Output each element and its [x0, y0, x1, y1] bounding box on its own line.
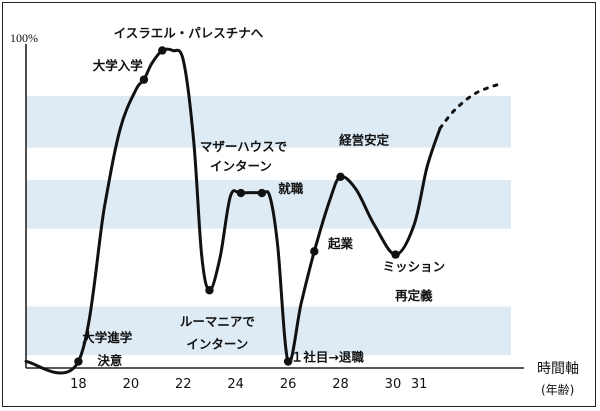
x-tick-label: 28	[332, 377, 349, 392]
x-tick-label: 30	[385, 377, 402, 392]
annotation-label: 大学入学	[93, 58, 144, 73]
annotation-label: 決意	[97, 353, 122, 368]
series-marker	[336, 172, 345, 182]
x-axis-unit: (年齢)	[541, 382, 574, 397]
y-axis-label: 100%	[10, 31, 38, 45]
annotation-label: 再定義	[395, 288, 433, 303]
annotation-label: 起業	[327, 236, 354, 251]
x-tick-label: 18	[70, 377, 87, 392]
series-marker	[139, 75, 149, 84]
annotation-label: 就職	[278, 181, 304, 196]
series-marker	[236, 188, 246, 198]
series-marker	[74, 357, 83, 366]
series-marker	[205, 286, 214, 295]
x-tick-label: 20	[123, 377, 140, 392]
series-marker	[391, 250, 400, 259]
x-tick-label: 26	[280, 377, 297, 392]
background-band	[27, 180, 511, 229]
series-line	[24, 47, 442, 375]
series-markers	[74, 46, 400, 366]
background-band	[27, 306, 511, 356]
annotation-label: インターン	[210, 158, 272, 173]
annotation-label: 大学進学	[82, 330, 133, 345]
x-tick-labels: 18 20 22 24 26 28 30 31	[70, 377, 427, 392]
background-band	[27, 95, 511, 148]
annotation-label: ルーマニアで	[180, 314, 255, 329]
series-marker	[310, 247, 319, 256]
annotation-label: 経営安定	[339, 132, 390, 147]
annotation-label: マザーハウスで	[200, 139, 287, 154]
projection-line	[438, 81, 505, 130]
series-marker	[283, 357, 293, 366]
series-marker	[257, 188, 267, 198]
x-tick-label: 24	[227, 377, 244, 392]
x-axis-label: 時間軸	[537, 361, 579, 377]
annotation-label: １社目→退職	[291, 350, 364, 365]
annotations: イスラエル・パレスチナへ大学入学マザーハウスでインターン就職経営安定起業ミッショ…	[82, 26, 445, 368]
x-tick-label: 31	[411, 377, 428, 392]
series-marker	[158, 46, 167, 55]
background-bands	[27, 95, 511, 356]
annotation-label: イスラエル・パレスチナへ	[114, 26, 264, 41]
annotation-label: ミッション	[383, 259, 446, 274]
annotation-label: インターン	[186, 337, 248, 352]
x-tick-label: 22	[175, 377, 192, 392]
